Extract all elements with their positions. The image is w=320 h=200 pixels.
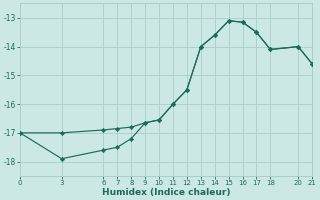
X-axis label: Humidex (Indice chaleur): Humidex (Indice chaleur) — [102, 188, 230, 197]
